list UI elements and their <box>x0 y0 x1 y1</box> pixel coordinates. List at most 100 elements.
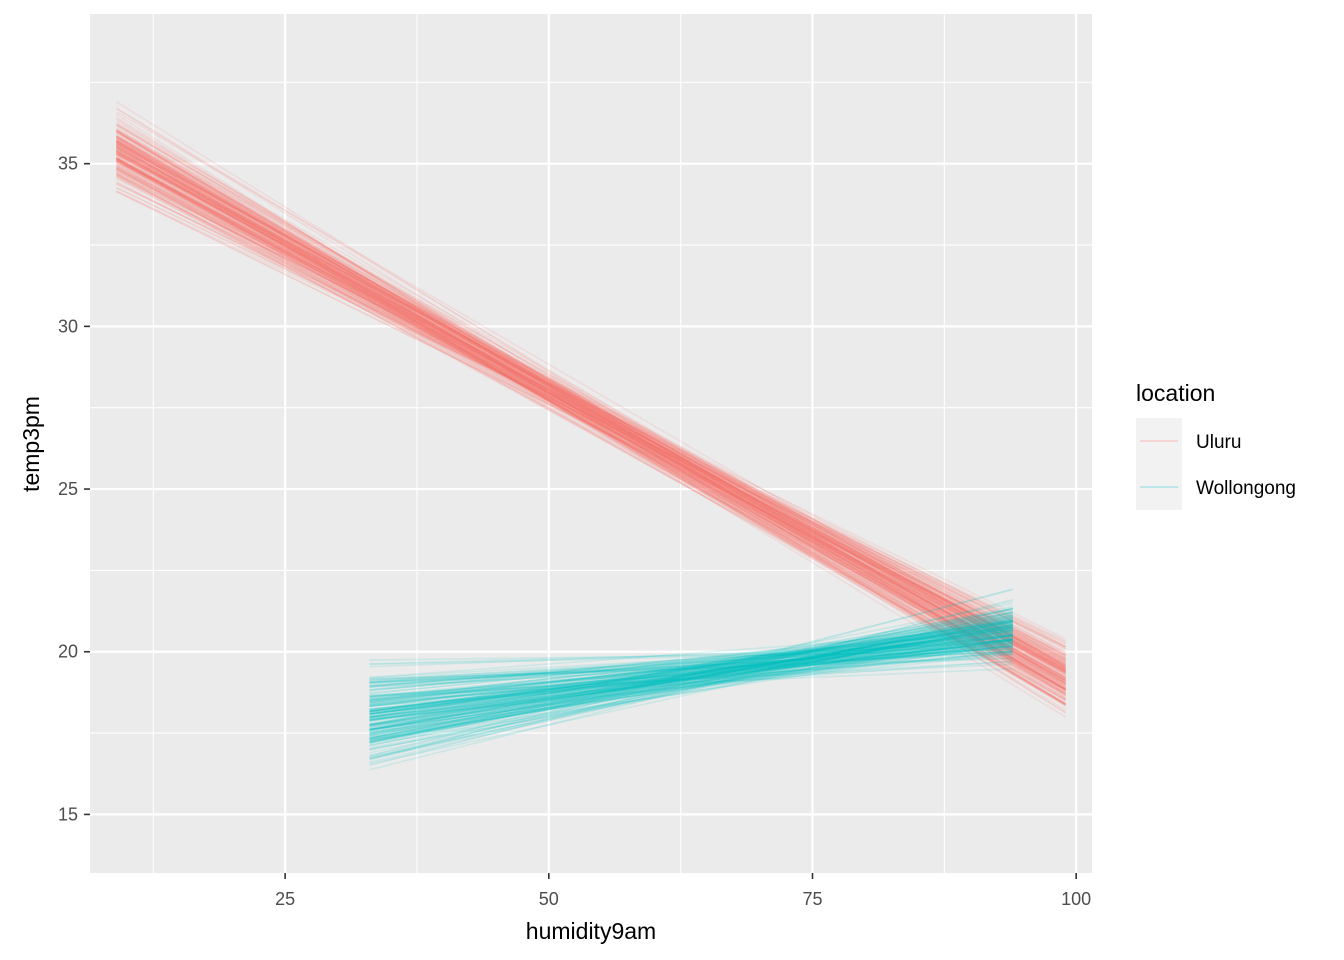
uluru-line <box>115 170 1067 672</box>
uluru-line <box>115 150 1067 679</box>
wollongong-line <box>369 641 1013 706</box>
wollongong-line <box>369 634 1013 721</box>
uluru-line <box>115 155 1067 666</box>
wollongong-line <box>369 608 1014 739</box>
uluru-line <box>115 137 1067 670</box>
uluru-line <box>115 161 1067 686</box>
uluru-line <box>115 144 1067 706</box>
uluru-line <box>116 172 1066 650</box>
uluru-line <box>116 172 1066 648</box>
legend-item-wollongong: Wollongong <box>1136 464 1296 510</box>
wollongong-line <box>369 631 1013 713</box>
wollongong-line <box>369 638 1013 713</box>
wollongong-line <box>369 646 1013 701</box>
wollongong-line <box>369 652 1013 684</box>
wollongong-line <box>369 646 1013 697</box>
uluru-line <box>115 172 1067 695</box>
uluru-line <box>115 145 1067 672</box>
wollongong-line <box>369 639 1013 715</box>
uluru-line <box>115 126 1067 684</box>
wollongong-line <box>369 618 1014 742</box>
wollongong-line <box>369 639 1013 722</box>
wollongong-line <box>369 607 1014 731</box>
uluru-line <box>116 165 1066 649</box>
legend-key <box>1136 464 1182 510</box>
uluru-line <box>116 169 1066 662</box>
wollongong-line <box>369 619 1014 718</box>
uluru-line <box>116 174 1066 669</box>
uluru-line <box>115 128 1067 695</box>
wollongong-line <box>369 629 1013 695</box>
wollongong-line <box>369 639 1013 719</box>
wollongong-line <box>369 612 1014 726</box>
uluru-line <box>115 141 1067 711</box>
wollongong-line <box>369 626 1013 705</box>
wollongong-line <box>369 617 1014 759</box>
uluru-line <box>115 158 1067 691</box>
uluru-line <box>115 138 1067 668</box>
uluru-line <box>115 129 1067 685</box>
wollongong-line <box>369 614 1014 731</box>
wollongong-line <box>369 633 1013 712</box>
wollongong-line <box>369 657 1013 681</box>
uluru-line <box>115 146 1067 707</box>
wollongong-line <box>369 623 1014 765</box>
wollongong-line <box>369 623 1014 731</box>
uluru-line <box>115 145 1067 671</box>
uluru-line <box>115 159 1067 678</box>
uluru-line <box>116 170 1066 659</box>
uluru-line <box>115 174 1067 677</box>
wollongong-line <box>369 620 1014 713</box>
wollongong-line <box>369 624 1014 731</box>
series-lines <box>115 101 1067 771</box>
wollongong-line <box>369 638 1013 682</box>
uluru-line <box>115 146 1067 663</box>
wollongong-line <box>369 635 1013 687</box>
wollongong-line <box>369 619 1014 760</box>
x-axis-title: humidity9am <box>526 918 656 944</box>
wollongong-line <box>369 617 1014 743</box>
wollongong-line <box>369 611 1014 740</box>
uluru-line <box>115 160 1067 682</box>
uluru-line <box>115 145 1067 681</box>
uluru-line <box>115 153 1067 660</box>
wollongong-line <box>369 614 1014 757</box>
wollongong-line <box>369 645 1013 665</box>
wollongong-line <box>369 660 1013 707</box>
wollongong-line <box>369 650 1013 682</box>
uluru-line <box>115 124 1067 684</box>
wollongong-line <box>369 619 1014 758</box>
wollongong-line <box>369 638 1013 705</box>
wollongong-line <box>369 650 1013 688</box>
wollongong-line <box>369 629 1014 718</box>
uluru-line <box>115 129 1067 668</box>
wollongong-line <box>369 621 1014 715</box>
uluru-line <box>115 147 1067 682</box>
uluru-line <box>115 152 1067 680</box>
wollongong-line <box>369 633 1014 750</box>
wollongong-line <box>369 641 1013 668</box>
wollongong-line <box>369 644 1013 720</box>
wollongong-line <box>369 637 1014 746</box>
wollongong-line <box>369 667 1013 698</box>
uluru-line <box>115 160 1067 666</box>
uluru-line <box>115 157 1067 692</box>
x-tick-label: 50 <box>539 889 559 909</box>
uluru-line <box>115 152 1067 656</box>
uluru-line <box>115 137 1067 698</box>
wollongong-line <box>369 622 1014 716</box>
uluru-line <box>115 169 1067 673</box>
wollongong-line <box>369 630 1014 728</box>
wollongong-line <box>369 623 1014 727</box>
wollongong-line <box>369 635 1013 706</box>
wollongong-line <box>369 629 1014 751</box>
uluru-line <box>115 150 1067 654</box>
wollongong-line <box>369 640 1014 728</box>
uluru-line <box>115 133 1067 688</box>
uluru-line <box>116 183 1066 648</box>
uluru-line <box>115 141 1067 667</box>
uluru-line <box>116 153 1066 648</box>
wollongong-line <box>369 613 1014 722</box>
wollongong-line <box>369 632 1013 702</box>
